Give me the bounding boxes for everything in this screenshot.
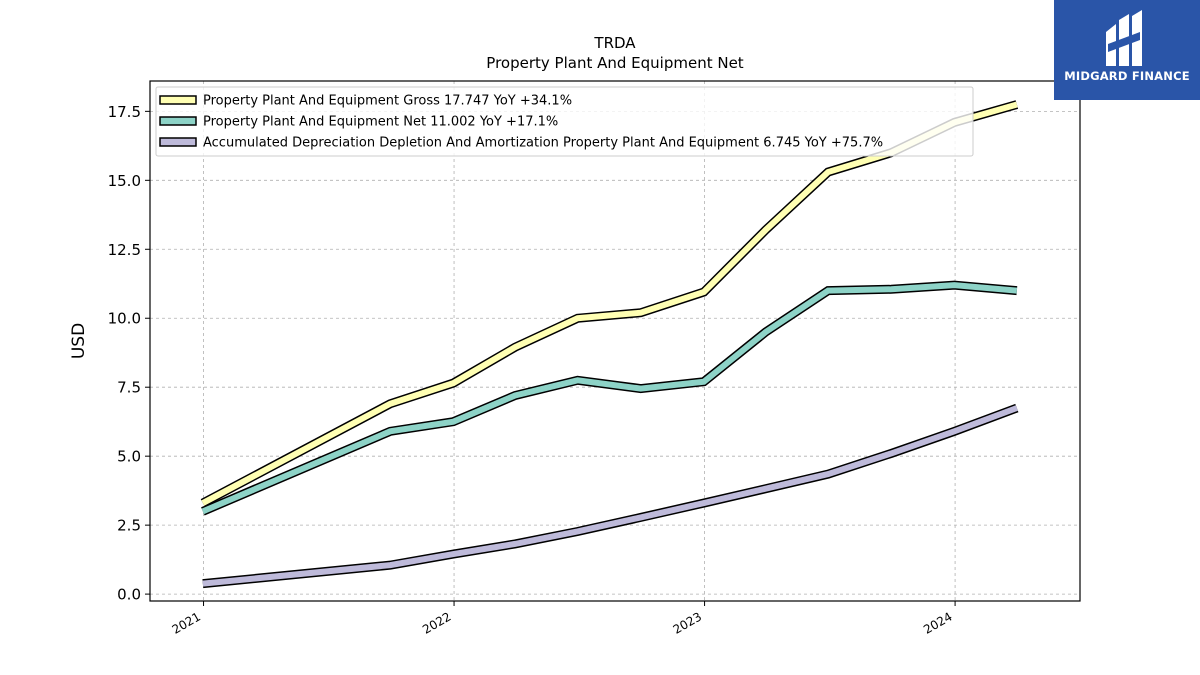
chart-title: TRDA bbox=[593, 34, 636, 52]
y-tick-label: 17.5 bbox=[108, 103, 141, 121]
plot-frame bbox=[149, 80, 1081, 602]
y-tick-label: 0.0 bbox=[117, 586, 141, 604]
legend-entry: Property Plant And Equipment Gross 17.74… bbox=[203, 94, 572, 109]
chart-subtitle: Property Plant And Equipment Net bbox=[486, 54, 743, 72]
y-tick-label: 10.0 bbox=[108, 310, 141, 328]
series-lines bbox=[200, 100, 1019, 589]
x-tick-label: 2021 bbox=[170, 609, 203, 636]
legend-box bbox=[155, 86, 974, 157]
y-tick-label: 5.0 bbox=[117, 448, 141, 466]
legend-swatch bbox=[159, 95, 197, 105]
y-tick-label: 15.0 bbox=[108, 172, 141, 190]
logo-text: MIDGARD FINANCE bbox=[1064, 69, 1190, 83]
legend-entry: Property Plant And Equipment Net 11.002 … bbox=[203, 115, 558, 130]
legend-entry: Accumulated Depreciation Depletion And A… bbox=[203, 136, 883, 151]
midgard-logo-icon bbox=[1106, 10, 1142, 66]
y-tick-label: 12.5 bbox=[108, 241, 141, 259]
legend-swatch bbox=[159, 116, 197, 126]
series-line-3 bbox=[202, 405, 1018, 587]
y-axis-ticks: 0.0 2.5 5.0 7.5 10.0 12.5 15.0 17.5 bbox=[108, 103, 150, 604]
x-axis-ticks: 2021 2022 2023 2024 bbox=[170, 601, 956, 637]
x-tick-label: 2024 bbox=[921, 609, 954, 636]
series-line-2 bbox=[201, 282, 1018, 515]
brand-logo: MIDGARD FINANCE bbox=[1054, 0, 1200, 100]
y-tick-label: 2.5 bbox=[117, 517, 141, 535]
x-tick-label: 2023 bbox=[671, 609, 704, 636]
series-outline bbox=[200, 100, 1019, 508]
y-tick-label: 7.5 bbox=[117, 379, 141, 397]
legend: Property Plant And Equipment Gross 17.74… bbox=[155, 86, 974, 157]
y-axis-label: USD bbox=[69, 323, 89, 359]
x-tick-label: 2022 bbox=[420, 609, 453, 636]
legend-swatch bbox=[159, 137, 197, 147]
